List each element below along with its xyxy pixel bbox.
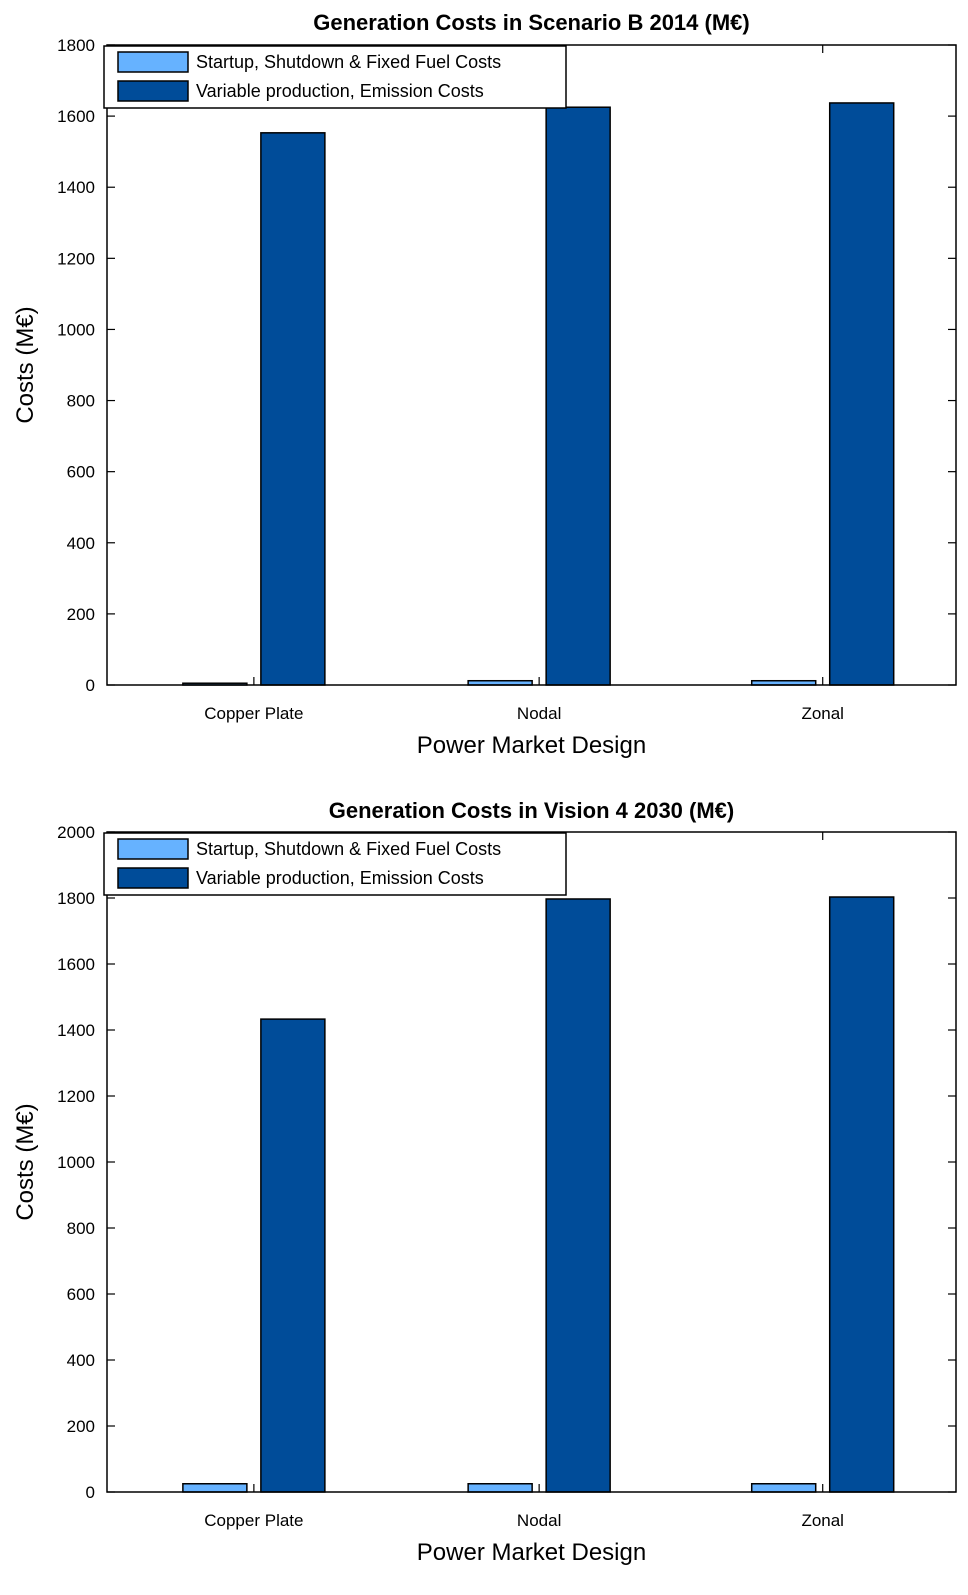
- x-axis-label: Power Market Design: [417, 732, 646, 759]
- plot-area-border: [106, 44, 957, 686]
- y-tick-label: 1200: [57, 1087, 95, 1106]
- x-tick-label: Nodal: [517, 704, 561, 723]
- bar-variable-costs-zonal: [828, 102, 895, 686]
- y-tick-label: 400: [67, 1351, 95, 1370]
- y-tick-label: 600: [67, 463, 95, 482]
- legend-swatch: [117, 51, 189, 73]
- legend-entry: Variable production, Emission Costs: [196, 81, 484, 101]
- bar-variable-costs-nodal: [545, 106, 611, 686]
- plot-area-border: [106, 831, 957, 1493]
- y-tick-label: 1600: [57, 107, 95, 126]
- y-tick-label: 2000: [57, 823, 95, 842]
- y-tick-label: 400: [67, 534, 95, 553]
- y-tick-label: 600: [67, 1285, 95, 1304]
- x-tick-label: Zonal: [801, 1511, 844, 1530]
- chart-panel-2: Generation Costs in Vision 4 2030 (M€) Co…: [12, 798, 957, 1566]
- bar-variable-costs-copper-plate: [260, 1018, 326, 1493]
- x-tick-label: Nodal: [517, 1511, 561, 1530]
- chart-panel-1: Generation Costs in Scenario B 2014 (M€)…: [12, 10, 957, 759]
- y-tick-label: 1400: [57, 1021, 95, 1040]
- chart-title: Generation Costs in Vision 4 2030 (M€): [329, 798, 735, 823]
- legend-entry: Startup, Shutdown & Fixed Fuel Costs: [196, 52, 501, 72]
- y-tick-label: 1000: [57, 320, 95, 339]
- y-tick-label: 1400: [57, 178, 95, 197]
- legend-swatch: [117, 838, 189, 860]
- legend: Startup, Shutdown & Fixed Fuel Costs Vari…: [103, 45, 567, 109]
- y-tick-label: 1200: [57, 249, 95, 268]
- bar-fixed-costs-nodal: [467, 1483, 533, 1493]
- y-tick-label: 0: [86, 1483, 95, 1502]
- bar-fixed-costs-copper-plate: [182, 1483, 248, 1493]
- y-axis-label: Costs (M€): [12, 1103, 39, 1220]
- y-tick-label: 200: [67, 605, 95, 624]
- y-tick-label: 200: [67, 1417, 95, 1436]
- legend-entry: Variable production, Emission Costs: [196, 868, 484, 888]
- y-tick-label: 1800: [57, 36, 95, 55]
- y-tick-label: 800: [67, 1219, 95, 1238]
- x-axis-label: Power Market Design: [417, 1539, 646, 1566]
- x-tick-label: Zonal: [801, 704, 844, 723]
- y-tick-label: 800: [67, 392, 95, 411]
- x-tick-label: Copper Plate: [204, 1511, 303, 1530]
- y-tick-label: 1600: [57, 955, 95, 974]
- y-tick-label: 0: [86, 676, 95, 695]
- bar-fixed-costs-zonal: [750, 1483, 817, 1493]
- legend-entry: Startup, Shutdown & Fixed Fuel Costs: [196, 839, 501, 859]
- chart-title: Generation Costs in Scenario B 2014 (M€): [313, 10, 749, 35]
- x-tick-label: Copper Plate: [204, 704, 303, 723]
- bar-variable-costs-nodal: [545, 898, 611, 1493]
- legend-swatch: [117, 867, 189, 889]
- legend: Startup, Shutdown & Fixed Fuel Costs Vari…: [103, 832, 567, 896]
- y-tick-label: 1800: [57, 889, 95, 908]
- bar-variable-costs-zonal: [828, 896, 895, 1493]
- bar-variable-costs-copper-plate: [260, 132, 326, 686]
- y-axis-label: Costs (M€): [12, 306, 39, 423]
- legend-swatch: [117, 80, 189, 102]
- y-tick-label: 1000: [57, 1153, 95, 1172]
